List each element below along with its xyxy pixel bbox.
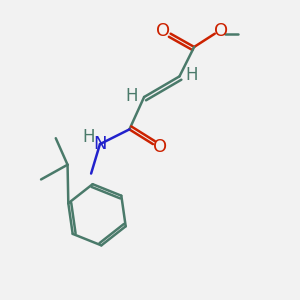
Text: O: O (156, 22, 170, 40)
Text: O: O (153, 138, 167, 156)
Text: H: H (186, 66, 198, 84)
Text: N: N (93, 134, 107, 152)
Text: O: O (214, 22, 228, 40)
Text: H: H (125, 86, 138, 104)
Text: H: H (82, 128, 95, 146)
